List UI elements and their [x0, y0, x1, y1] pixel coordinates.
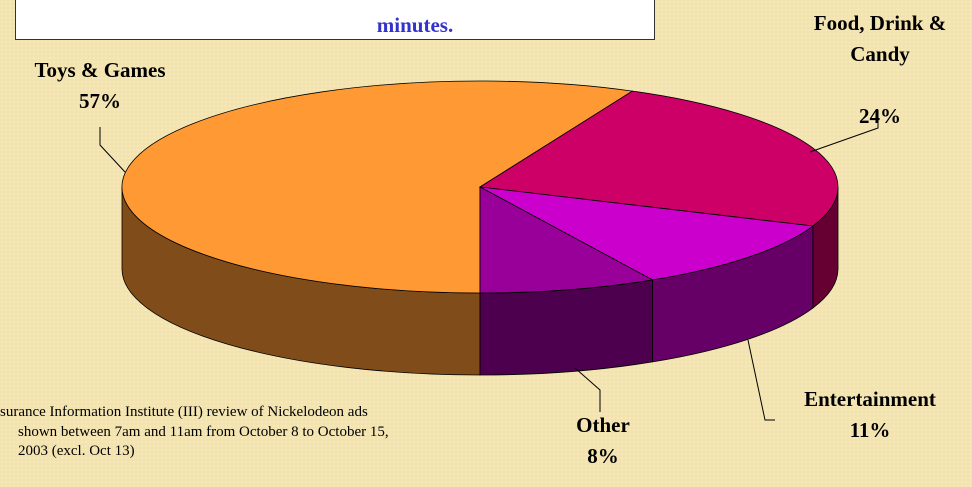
slice	[479, 186, 814, 281]
leader-line	[99, 127, 126, 173]
footnote-line: shown between 7am and 11am from October …	[18, 424, 389, 440]
category-label: Other	[576, 413, 630, 437]
leader-line	[809, 110, 879, 153]
footnote-line: 2003 (excl. Oct 13)	[18, 443, 135, 459]
slice	[478, 90, 839, 227]
value-label: 57%	[79, 89, 121, 113]
value-label: 11%	[849, 418, 891, 442]
slice-side	[479, 279, 653, 376]
annotation-box: minutes.	[15, 0, 655, 40]
category-label: Toys & Games	[34, 58, 166, 82]
slice	[479, 186, 654, 294]
category-label: Food, Drink & Candy	[813, 11, 947, 66]
annotation: minutes.	[376, 13, 454, 37]
value-label: 8%	[587, 444, 619, 468]
leader-line	[574, 367, 601, 412]
leader-line	[747, 339, 775, 421]
footnote-line: surance Information Institute (III) revi…	[0, 404, 368, 420]
slice	[121, 80, 634, 294]
category-label: Entertainment	[804, 387, 936, 411]
value-label: 24%	[859, 104, 901, 128]
